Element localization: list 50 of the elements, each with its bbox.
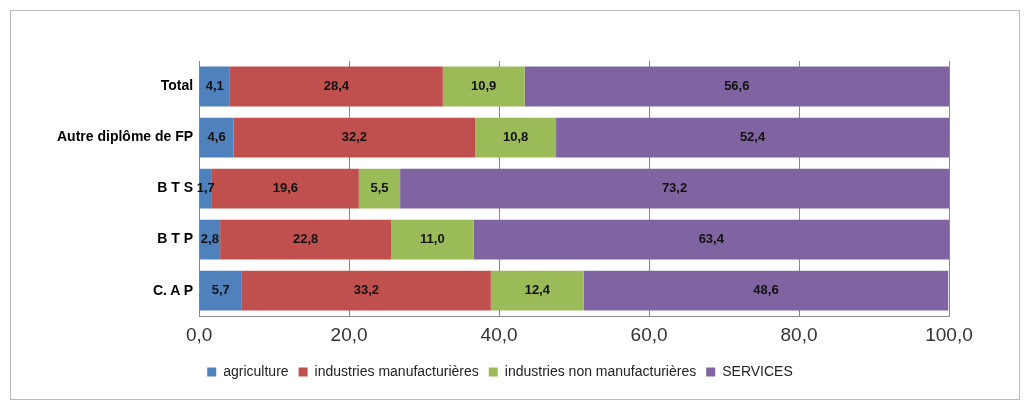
data-label: 73,2 bbox=[661, 180, 688, 196]
legend-label: SERVICES bbox=[722, 362, 793, 379]
bar bbox=[475, 117, 557, 158]
data-label: 11,0 bbox=[420, 231, 445, 247]
bar bbox=[358, 168, 401, 209]
bar bbox=[583, 270, 949, 311]
bar bbox=[229, 66, 443, 107]
data-label: 56,6 bbox=[724, 78, 750, 94]
bar bbox=[220, 219, 392, 260]
x-tick-label: 100,0 bbox=[925, 323, 973, 345]
bar bbox=[241, 270, 491, 311]
y-tick-label: Autre diplôme de FP bbox=[57, 128, 194, 145]
bar bbox=[391, 219, 474, 260]
data-label: 22,8 bbox=[292, 231, 319, 247]
x-tick-label: 40,0 bbox=[480, 323, 518, 345]
data-label: 33,2 bbox=[353, 282, 379, 298]
bar bbox=[233, 117, 476, 158]
legend-label: agriculture bbox=[223, 362, 289, 379]
legend-label: industries non manufacturières bbox=[504, 362, 697, 379]
data-label: 32,2 bbox=[341, 129, 367, 145]
data-label: 4,6 bbox=[207, 129, 226, 145]
x-tick-label: 80,0 bbox=[780, 323, 818, 345]
y-tick-label: B T S bbox=[157, 179, 194, 196]
legend-label: industries manufacturières bbox=[314, 362, 479, 379]
data-label: 28,4 bbox=[323, 78, 350, 94]
data-label: 12,4 bbox=[524, 282, 551, 298]
data-label: 5,5 bbox=[370, 180, 389, 196]
bar bbox=[490, 270, 584, 311]
bar bbox=[556, 117, 949, 158]
data-label: 2,8 bbox=[200, 231, 219, 247]
y-tick-label: C. A P bbox=[152, 281, 194, 298]
bar bbox=[473, 219, 949, 260]
data-label: 10,9 bbox=[471, 78, 497, 94]
x-tick-label: 0,0 bbox=[185, 323, 213, 345]
bar bbox=[442, 66, 525, 107]
bar bbox=[524, 66, 949, 107]
data-label: 48,6 bbox=[753, 282, 779, 298]
data-label: 63,4 bbox=[698, 231, 725, 247]
data-label: 19,6 bbox=[272, 180, 299, 196]
data-label: 4,1 bbox=[205, 78, 224, 94]
data-label: 10,8 bbox=[502, 129, 529, 145]
bar bbox=[199, 117, 234, 158]
bar bbox=[199, 270, 242, 311]
x-tick-label: 20,0 bbox=[330, 323, 368, 345]
x-tick-label: 60,0 bbox=[630, 323, 668, 345]
data-label: 52,4 bbox=[739, 129, 766, 145]
bar bbox=[400, 168, 949, 209]
y-tick-label: B T P bbox=[157, 230, 194, 247]
data-label: 5,7 bbox=[211, 282, 230, 298]
y-tick-label: Total bbox=[160, 77, 194, 94]
